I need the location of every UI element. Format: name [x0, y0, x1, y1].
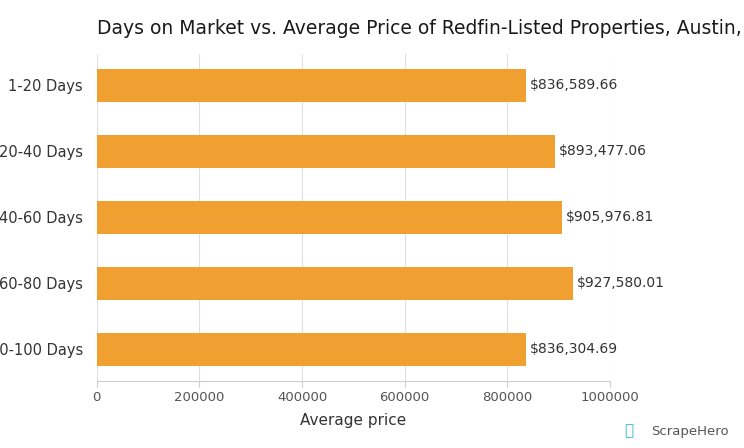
Text: ScrapeHero: ScrapeHero — [652, 425, 729, 438]
Text: Days on Market vs. Average Price of Redfin-Listed Properties, Austin, 2023: Days on Market vs. Average Price of Redf… — [97, 19, 744, 39]
Text: $905,976.81: $905,976.81 — [565, 210, 654, 224]
Text: $927,580.01: $927,580.01 — [577, 276, 664, 290]
Bar — [97, 69, 526, 102]
Bar — [97, 135, 555, 168]
Bar — [97, 333, 526, 366]
Text: $836,589.66: $836,589.66 — [530, 78, 618, 92]
Text: $893,477.06: $893,477.06 — [559, 144, 647, 158]
Bar — [97, 201, 562, 234]
Text: ⛨: ⛨ — [624, 423, 633, 438]
Bar — [97, 267, 573, 300]
X-axis label: Average price: Average price — [301, 413, 406, 427]
Text: $836,304.69: $836,304.69 — [530, 342, 618, 357]
